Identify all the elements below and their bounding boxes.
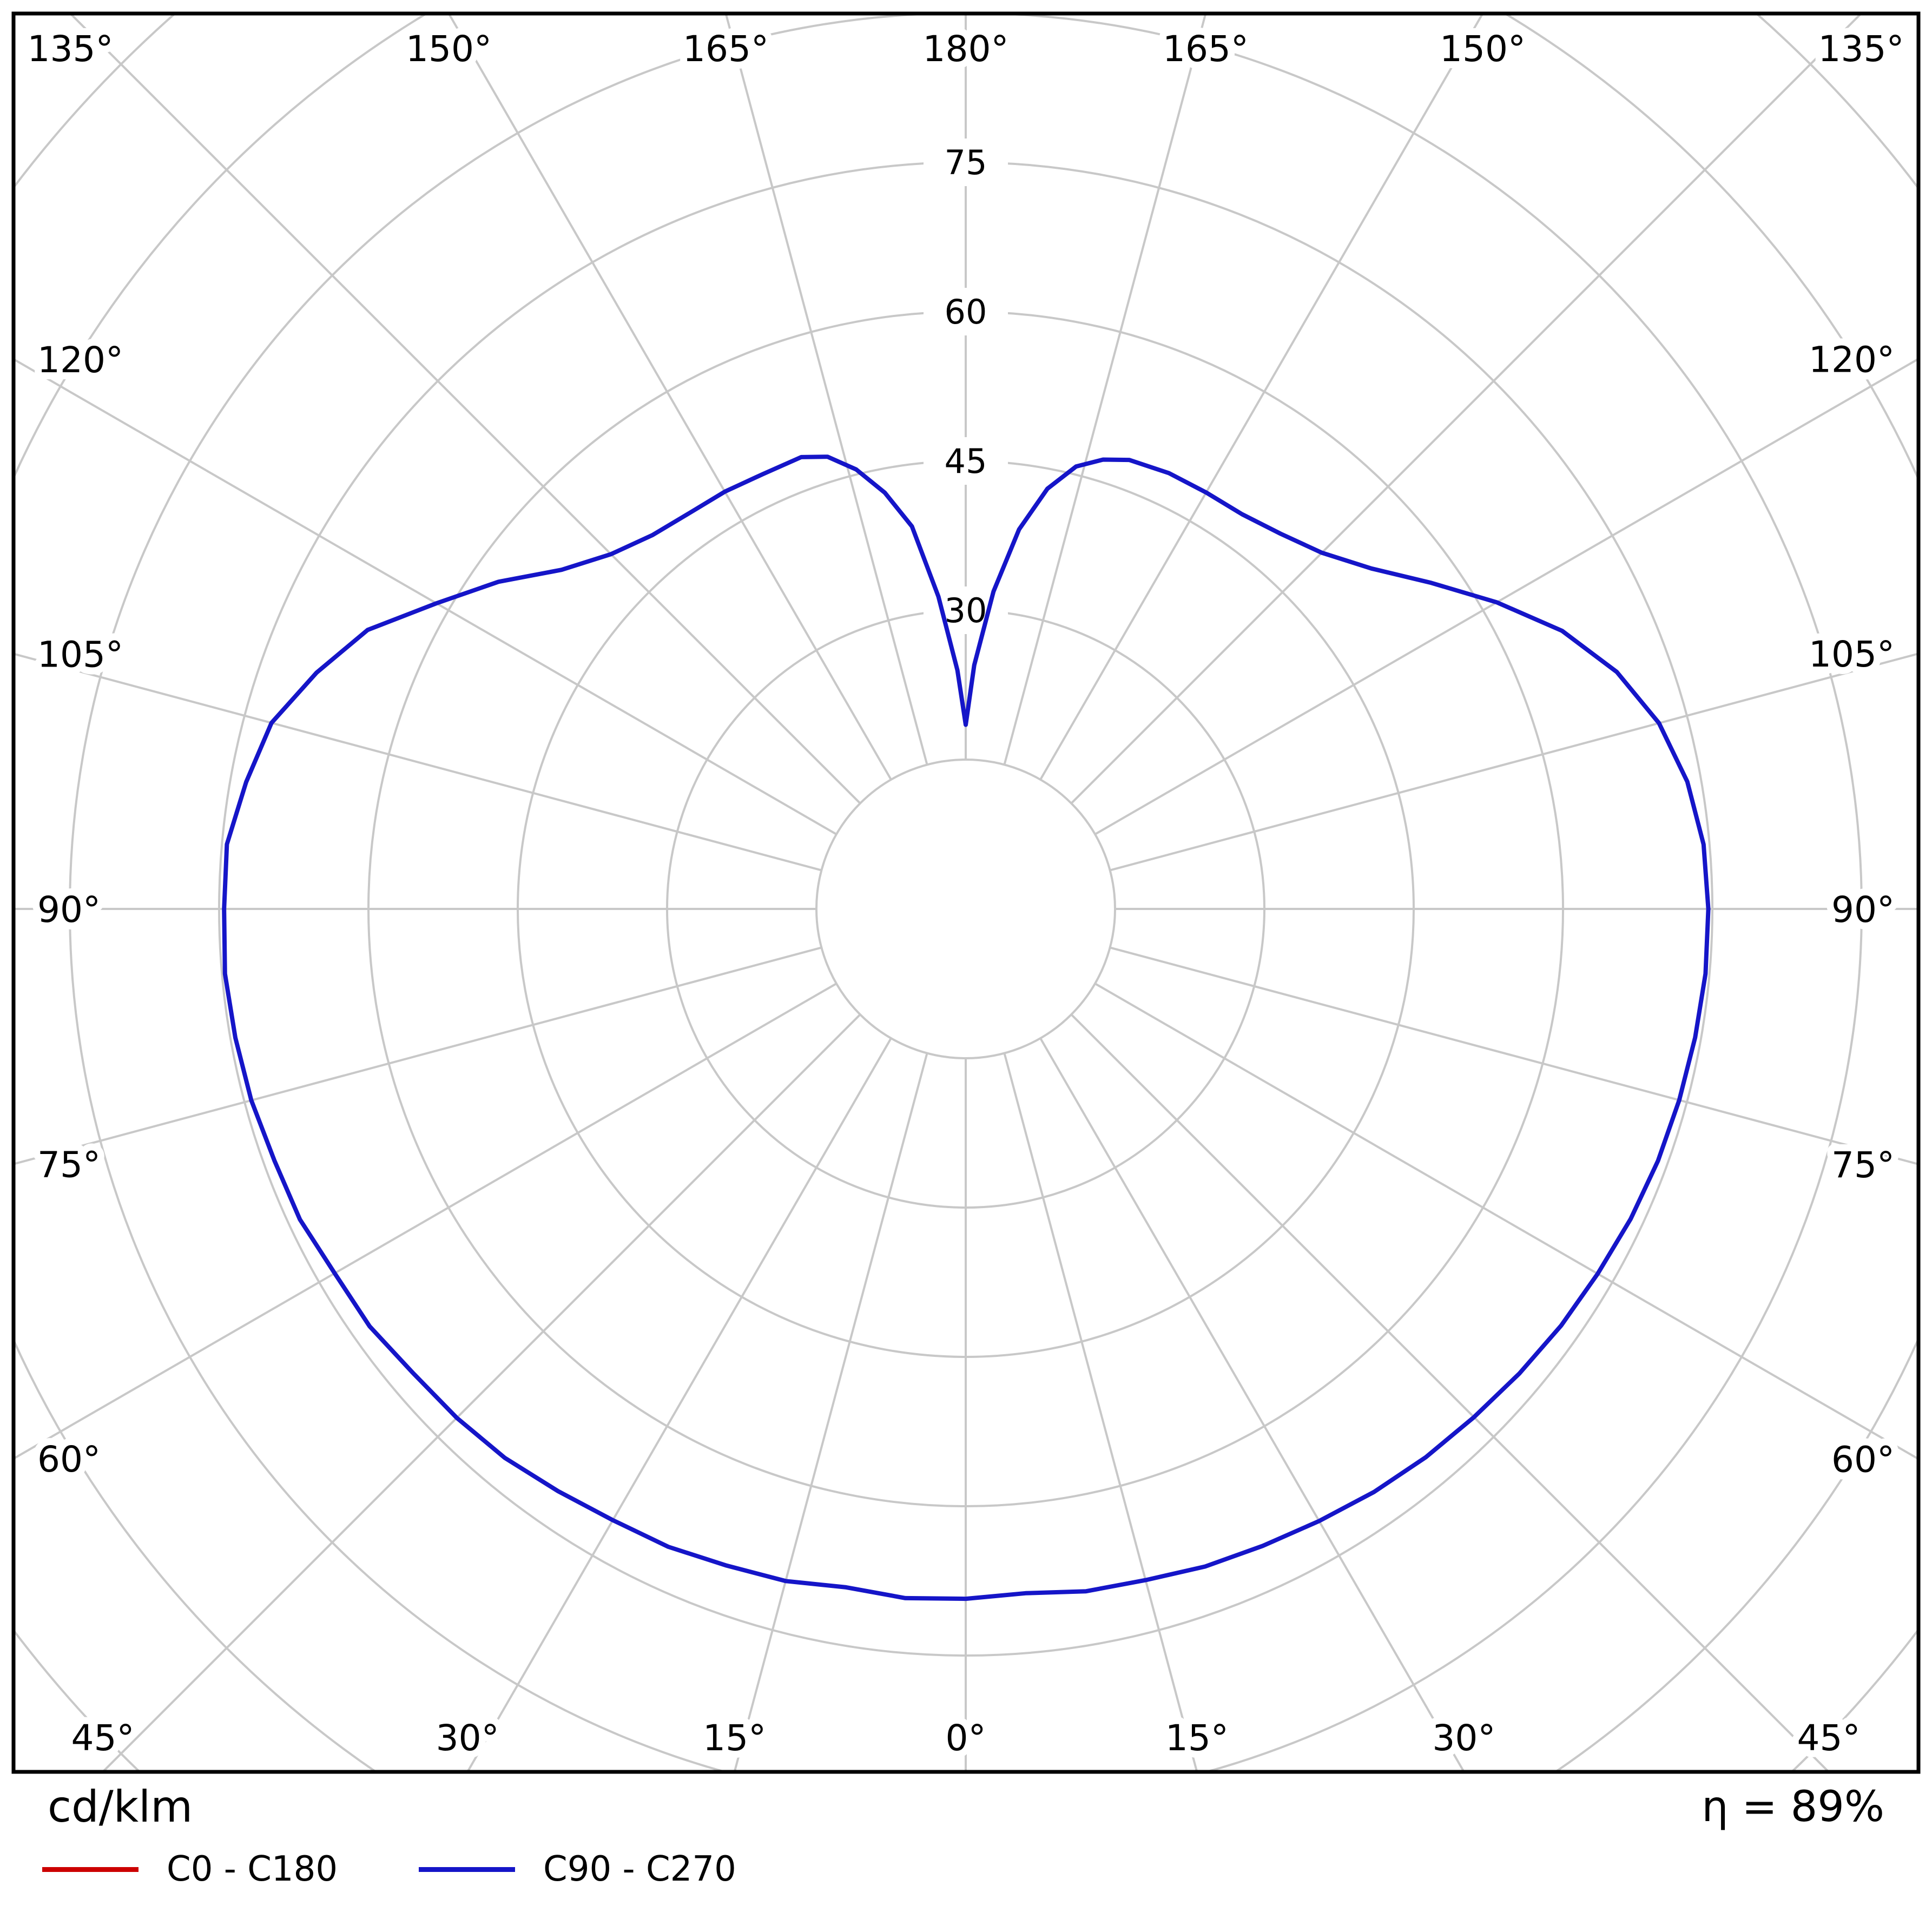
angle-label: 45° (71, 1717, 135, 1759)
units-label: cd/klm (48, 1782, 193, 1832)
grid-spoke (447, 14, 892, 780)
angle-label: 15° (703, 1717, 766, 1759)
efficiency-label: η = 89% (1702, 1783, 1884, 1831)
angle-label: 45° (1797, 1717, 1861, 1759)
angle-label: 105° (37, 634, 123, 675)
legend-label-c90-c270: C90 - C270 (543, 1849, 736, 1889)
angle-label: 120° (1809, 339, 1895, 380)
radial-label-bg (924, 139, 1008, 186)
grid-spoke (1110, 946, 1918, 1165)
grid-spoke (1003, 14, 1207, 765)
legend: C0 - C180 C90 - C270 (0, 1844, 1932, 1894)
grid-circle (815, 759, 1116, 1059)
angle-label: 180° (923, 28, 1009, 70)
c90-c270-line-swatch (419, 1867, 516, 1872)
angle-label: 120° (37, 339, 123, 381)
grid-spoke (1039, 14, 1484, 780)
angle-label: 105° (1809, 634, 1895, 675)
angle-label: 60° (1831, 1439, 1895, 1481)
chart-footer: cd/klm η = 89% C0 - C180 C90 - C270 (0, 1777, 1932, 1894)
angle-label: 165° (683, 28, 769, 70)
grid-spoke (1094, 357, 1918, 835)
angle-label: 60° (37, 1439, 101, 1480)
grid-spoke (724, 14, 928, 765)
legend-item-c0-c180: C0 - C180 (42, 1849, 338, 1889)
angle-label: 30° (436, 1717, 499, 1759)
grid-spoke (1094, 983, 1918, 1461)
grid-spoke (1110, 652, 1918, 872)
grid-spoke (14, 946, 822, 1165)
angle-label: 75° (37, 1144, 101, 1186)
angle-label: 30° (1432, 1717, 1495, 1759)
grid-spoke (466, 1038, 892, 1772)
grid-spoke (733, 1053, 928, 1772)
angle-label: 90° (1831, 889, 1895, 931)
grid-spoke (1003, 1053, 1198, 1772)
radial-tick-label: 75 (945, 143, 987, 182)
radial-tick-label: 45 (945, 441, 987, 481)
polar-chart: 30 45 60 75 0° 15° 15° 30° 30° 45° 45° 60° 60° 75° 75°… (11, 11, 1921, 1774)
radial-tick-label: 30 (945, 591, 987, 630)
polar-grid (14, 14, 1918, 1772)
grid-spoke (14, 358, 837, 835)
radial-label-bg (924, 437, 1008, 485)
c90-c270-curve (222, 454, 1711, 1601)
angle-label: 90° (37, 889, 101, 931)
angle-label: 135° (28, 28, 114, 70)
grid-spoke (101, 1013, 861, 1772)
angle-label: 135° (1818, 28, 1904, 70)
grid-spoke (14, 983, 837, 1460)
grid-spoke (14, 652, 822, 872)
grid-spoke (1070, 1013, 1830, 1772)
legend-item-c90-c270: C90 - C270 (419, 1849, 736, 1889)
legend-label-c0-c180: C0 - C180 (167, 1849, 338, 1889)
angle-label: 150° (406, 28, 492, 70)
angle-label: 75° (1831, 1144, 1895, 1186)
plot-border (11, 11, 1921, 1774)
angle-label: 0° (946, 1717, 986, 1759)
angle-label: 165° (1163, 28, 1249, 70)
grid-spoke (1070, 14, 1863, 805)
grid-spoke (69, 14, 861, 805)
footer-top-row: cd/klm η = 89% (0, 1777, 1932, 1837)
radial-tick-label: 60 (945, 292, 987, 332)
grid-spoke (1039, 1038, 1466, 1772)
angle-label: 150° (1440, 28, 1526, 70)
c0-c180-line-swatch (42, 1867, 139, 1872)
radial-label-bg (924, 288, 1008, 335)
angle-label: 15° (1165, 1717, 1229, 1759)
